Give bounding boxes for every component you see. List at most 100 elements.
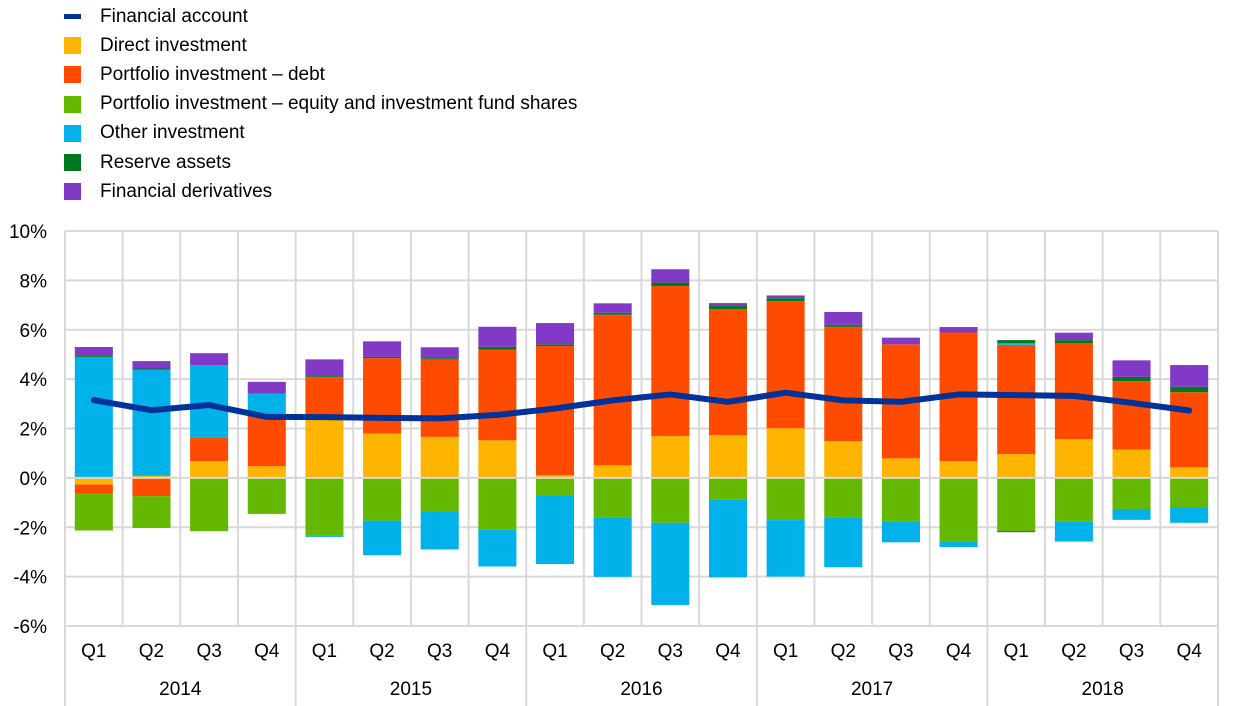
bar-segment: [1112, 508, 1151, 520]
bar-segment: [939, 461, 978, 478]
bar-segment: [708, 477, 747, 500]
financial-account-line-group: [90, 389, 1193, 422]
bar-segment: [305, 359, 344, 377]
bar-segment: [305, 419, 344, 478]
legend-label: Portfolio investment – debt: [100, 63, 325, 85]
bar-segment: [420, 347, 459, 359]
bar-segment: [1112, 381, 1151, 450]
legend-label: Reserve assets: [100, 151, 231, 173]
legend-item-reserve-assets: Reserve assets: [64, 148, 577, 177]
x-group-label: 2017: [851, 679, 893, 700]
bar-segment: [881, 521, 920, 543]
legend-swatch-line: [64, 14, 81, 20]
legend-label: Financial account: [100, 5, 248, 27]
bar-segment: [305, 477, 344, 536]
bar-segment: [190, 461, 229, 478]
bar-segment: [536, 475, 575, 478]
bar-segment: [1170, 507, 1209, 523]
bar-segment: [824, 477, 863, 518]
x-tick-label: Q3: [658, 641, 683, 662]
bar-segment: [74, 356, 113, 478]
y-tick-label: -4%: [13, 568, 47, 589]
legend-item-financial-account: Financial account: [64, 2, 577, 31]
x-tick-label: Q1: [81, 641, 106, 662]
y-tick-label: 0%: [20, 469, 48, 490]
bar-segment: [1054, 340, 1093, 344]
bar-segment: [363, 477, 402, 521]
bar-segment: [1054, 477, 1093, 522]
x-tick-label: Q1: [312, 641, 337, 662]
legend-label: Other investment: [100, 122, 245, 144]
x-tick-label: Q1: [1004, 641, 1029, 662]
bar-segment: [478, 326, 517, 347]
legend-swatch: [64, 154, 81, 172]
x-tick-label: Q2: [831, 641, 856, 662]
bar-segment: [708, 303, 747, 307]
bar-segment: [1170, 477, 1209, 508]
bar-segment: [1054, 521, 1093, 542]
bar-segment: [478, 349, 517, 441]
bar-segment: [997, 343, 1036, 345]
bar-segment: [305, 376, 344, 378]
bar-segment: [247, 466, 286, 478]
bar-segment: [1170, 365, 1209, 387]
bar-segment: [651, 522, 690, 606]
bar-segment: [247, 414, 286, 467]
bar-segment: [708, 309, 747, 436]
bar-segment: [997, 340, 1036, 344]
bar-segment: [132, 368, 171, 370]
bar-segment: [247, 393, 286, 415]
bar-segment: [190, 365, 229, 438]
bar-segment: [190, 353, 229, 366]
legend-label: Financial derivatives: [100, 180, 273, 202]
bar-segment: [363, 433, 402, 478]
bar-segment: [766, 520, 805, 577]
y-tick-label: 10%: [9, 222, 47, 243]
bar-segment: [766, 477, 805, 521]
legend-item-other-investment: Other investment: [64, 119, 577, 148]
bar-segment: [1112, 360, 1151, 377]
bar-segment: [190, 477, 229, 532]
bar-segment: [132, 496, 171, 528]
bar-segment: [766, 295, 805, 299]
bar-segment: [247, 477, 286, 514]
bar-segment: [881, 458, 920, 478]
bar-segment: [420, 358, 459, 360]
y-tick-label: 6%: [20, 321, 48, 342]
legend-swatch: [64, 95, 81, 113]
bar-segment: [824, 326, 863, 442]
x-tick-label: Q4: [946, 641, 972, 662]
x-tick-label: Q2: [139, 641, 164, 662]
chart-legend: Financial account Direct investment Port…: [64, 2, 577, 206]
bar-segment: [536, 477, 575, 496]
bar-segment: [939, 477, 978, 542]
bar-segment: [536, 344, 575, 347]
bar-segment: [1112, 376, 1151, 382]
bar-segment: [651, 269, 690, 283]
x-group-label: 2016: [620, 679, 662, 700]
bar-segment: [363, 356, 402, 359]
x-tick-label: Q2: [1061, 641, 1086, 662]
bar-segment: [939, 327, 978, 333]
y-axis: -6% -4% -2% 0% 2% 4% 6% 8% 10%: [9, 222, 47, 638]
legend-swatch: [64, 183, 81, 201]
bar-segment: [651, 282, 690, 287]
bar-segment: [593, 312, 632, 315]
bar-segment: [536, 323, 575, 345]
financial-account-line: [90, 389, 1193, 422]
legend-item-direct-investment: Direct investment: [64, 31, 577, 60]
bar-segment: [74, 484, 113, 494]
y-tick-label: 2%: [20, 420, 48, 441]
bar-segment: [997, 530, 1036, 533]
bar-segment: [593, 517, 632, 577]
x-axis: 2014 2015 2016 2017 2018 Q1 Q2 Q3 Q4 Q1 Q2 Q3 Q4 Q1 Q2…: [64, 626, 1219, 706]
bar-segment: [824, 441, 863, 478]
legend-swatch: [64, 66, 81, 84]
legend-item-portfolio-equity: Portfolio investment – equity and invest…: [64, 90, 577, 119]
x-tick-label: Q3: [888, 641, 913, 662]
y-tick-label: -6%: [13, 617, 47, 638]
bar-segment: [74, 477, 113, 485]
x-tick-label: Q4: [485, 641, 511, 662]
legend-swatch: [64, 37, 81, 55]
x-tick-label: Q4: [254, 641, 280, 662]
